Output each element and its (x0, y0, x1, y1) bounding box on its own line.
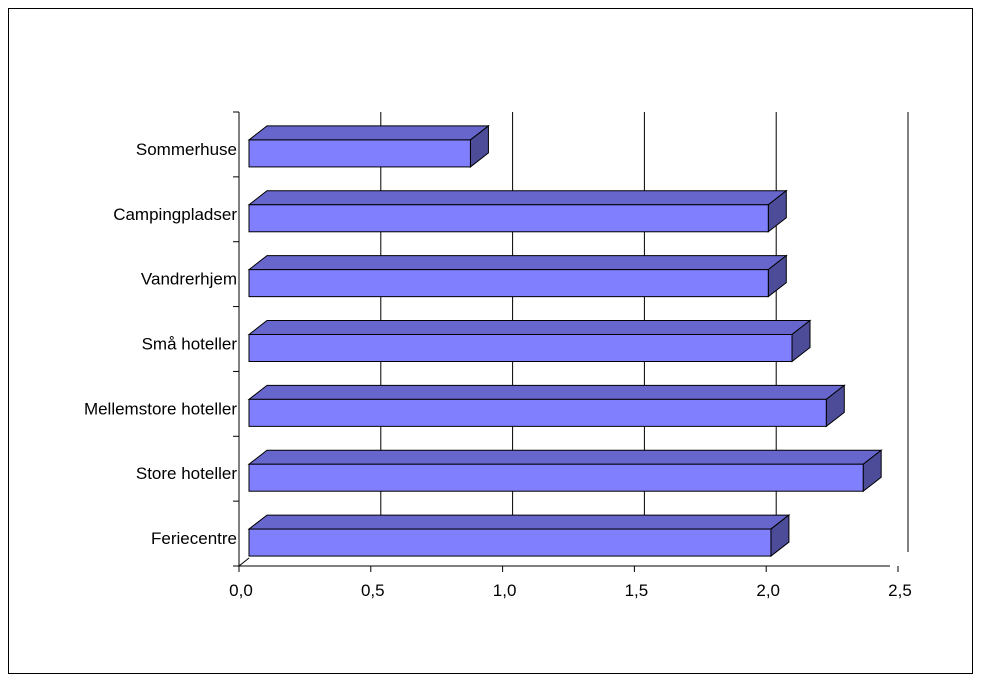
bar-top-face (247, 514, 791, 530)
x-tick-label: 2,5 (888, 581, 912, 600)
x-tick-label: 1,0 (493, 581, 517, 600)
axis-depth-line (238, 557, 250, 567)
bar (248, 204, 769, 233)
x-tick-label: 1,5 (625, 581, 649, 600)
x-tick-label: 0,5 (361, 581, 385, 600)
category-label: Campingpladser (113, 205, 237, 224)
bar (248, 269, 769, 298)
category-label: Små hoteller (142, 334, 238, 353)
bar-top-face (247, 255, 788, 271)
category-label: Sommerhuse (136, 140, 237, 159)
bar (248, 139, 471, 168)
bar-top-face (247, 190, 788, 206)
bar-top-face (247, 384, 846, 400)
bar-top-face (247, 320, 812, 335)
bar (248, 528, 772, 557)
bar-top-face (247, 449, 883, 465)
bar (248, 334, 793, 362)
bar (248, 463, 864, 492)
category-label: Feriecentre (151, 529, 237, 548)
category-label: Store hoteller (136, 464, 237, 483)
bar-top-face (247, 125, 490, 141)
bar (248, 398, 827, 427)
x-tick-label: 0,0 (229, 581, 253, 600)
category-label: Vandrerhjem (141, 270, 237, 289)
category-label: Mellemstore hoteller (84, 399, 237, 418)
x-tick-label: 2,0 (756, 581, 780, 600)
